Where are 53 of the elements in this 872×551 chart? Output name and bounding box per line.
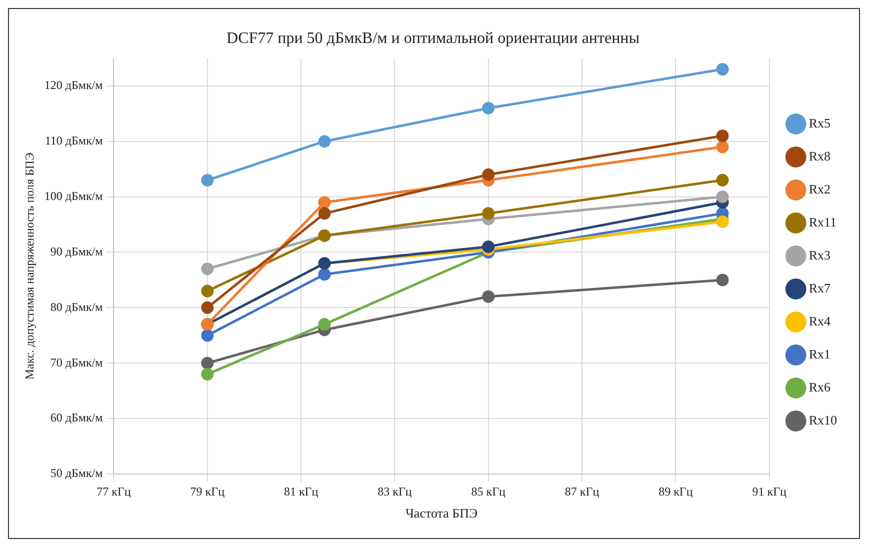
point [318,135,331,148]
legend-label: Rx1 [808,346,830,362]
legend-label: Rx2 [808,181,830,196]
x-tick-label: 85 кГц [471,484,506,498]
x-tick-label: 79 кГц [190,484,226,498]
point [716,174,729,186]
x-axis-title: Частота БПЭ [405,506,478,521]
legend-label: Rx4 [808,313,831,328]
chart-title: DCF77 при 50 дБмкВ/м и оптимальной ориентации антенны [226,30,640,47]
point [716,216,729,228]
legend-label: Rx10 [808,412,837,428]
legend-label: Rx3 [808,247,830,262]
y-tick-label: 110 дБмк/м [44,134,104,148]
y-tick-label: 80 дБмк/м [50,300,104,314]
point [201,174,214,186]
point [716,190,729,204]
legend-label: Rx7 [808,280,831,296]
x-tick-label: 89 кГц [658,484,694,498]
point [201,301,214,314]
y-tick-label: 100 дБмк/м [44,188,104,203]
point [318,268,331,281]
y-tick-label: 70 дБмк/м [50,355,104,370]
y-tick-label: 120 дБмк/м [44,78,104,92]
point [716,274,729,286]
y-tick-label: 60 дБмк/м [50,410,104,425]
point [482,290,495,303]
point [482,102,495,114]
point [482,240,495,253]
y-tick-label: 90 дБмк/м [50,244,104,258]
legend-label: Rx8 [808,148,830,164]
legend-label: Rx6 [808,379,831,394]
x-tick-label: 83 кГц [378,484,412,498]
x-tick-label: 91 кГц [752,484,787,498]
point [482,207,495,220]
point [318,207,331,220]
point [716,140,729,154]
point [201,368,214,380]
legend-label: Rx5 [808,115,830,130]
point [201,356,214,370]
point [201,329,214,342]
y-tick-label: 50 дБмк/м [50,466,104,480]
point [318,196,331,209]
x-tick-label: 87 кГц [564,484,600,498]
x-tick-label: 77 кГц [96,484,132,498]
point [318,318,331,331]
point [201,262,214,276]
point [716,63,729,76]
legend-label: Rx11 [808,214,837,230]
x-tick-label: 81 кГц [284,484,319,498]
point [716,130,729,142]
point [482,168,495,181]
point [201,284,214,298]
y-axis-title: Макс. допустимая напряженность поля БПЭ [22,152,36,380]
